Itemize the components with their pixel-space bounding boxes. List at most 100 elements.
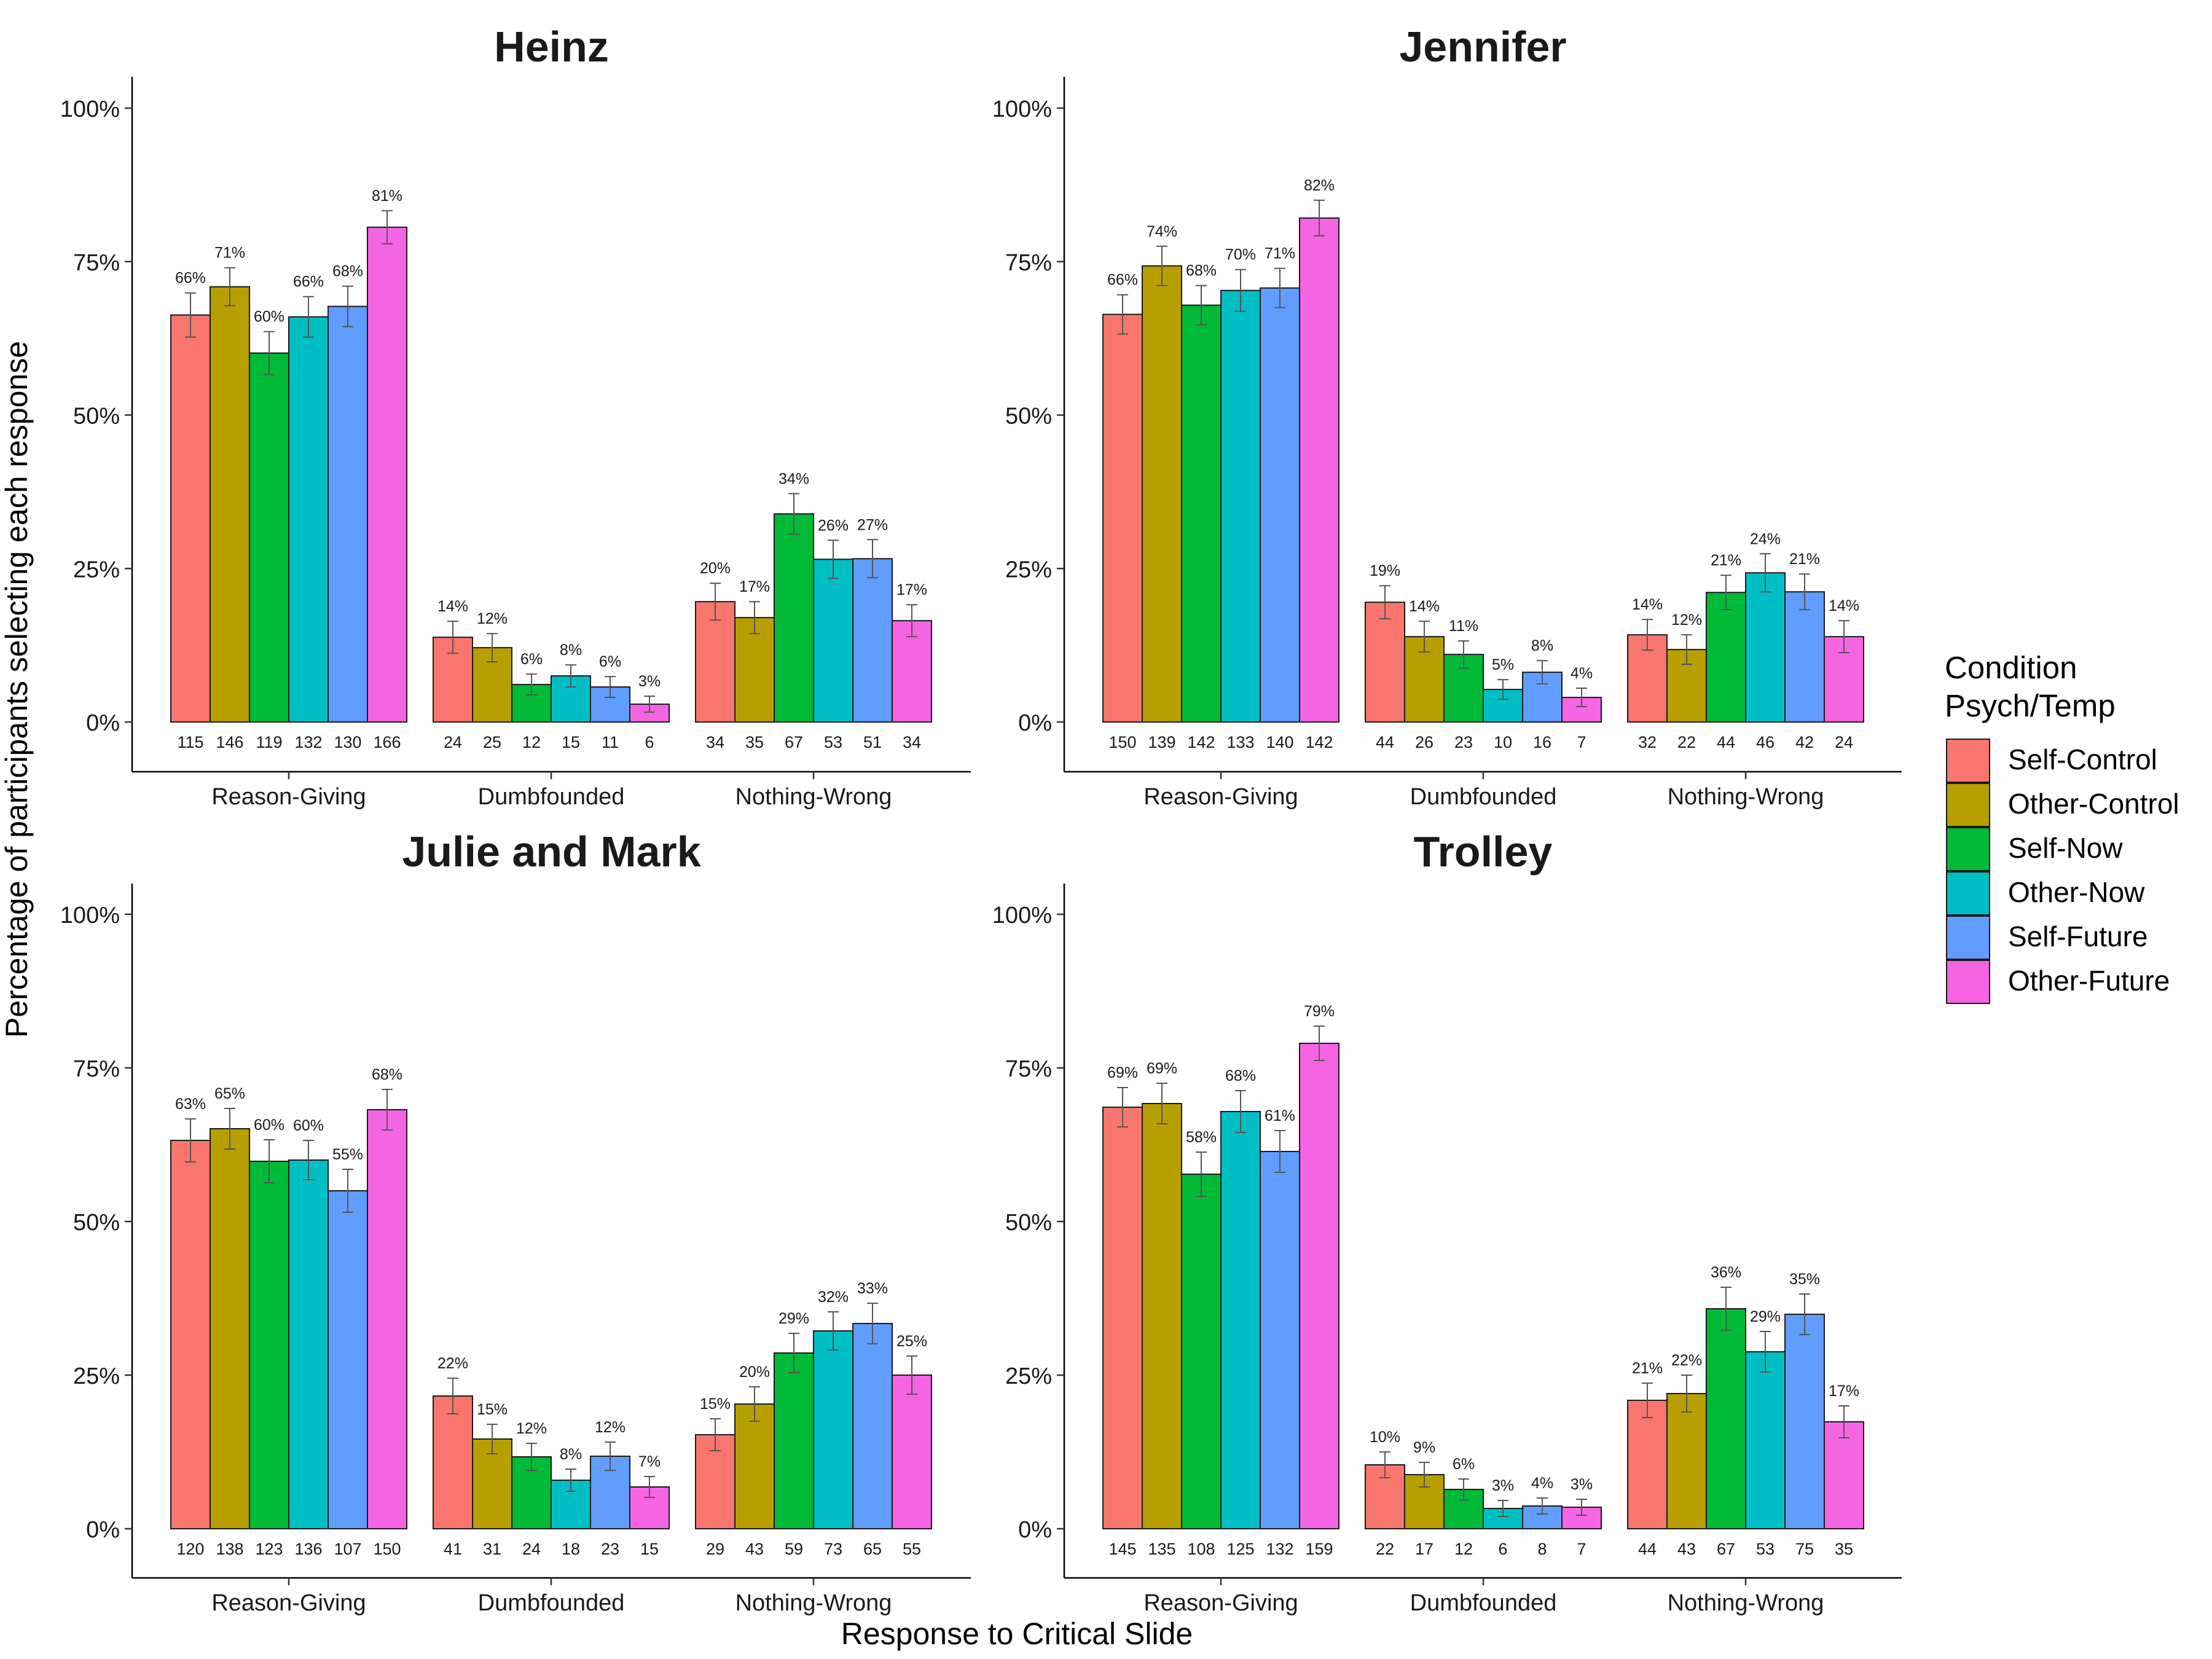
- data-label: 34%: [779, 470, 809, 487]
- y-tick-label: 50%: [73, 1210, 120, 1236]
- bar: [774, 1352, 814, 1529]
- count-label: 22: [1376, 1540, 1394, 1558]
- data-label: 36%: [1711, 1264, 1741, 1281]
- data-label: 71%: [1265, 245, 1295, 262]
- data-label: 11%: [1449, 618, 1478, 635]
- count-label: 132: [1266, 1540, 1293, 1558]
- bar: [1627, 1400, 1668, 1529]
- count-label: 145: [1108, 1540, 1136, 1558]
- y-tick-label: 100%: [60, 903, 120, 928]
- count-label: 107: [334, 1540, 361, 1558]
- y-tick-label: 25%: [1005, 1363, 1052, 1389]
- data-label: 66%: [1107, 272, 1138, 289]
- count-label: 24: [1835, 733, 1853, 751]
- data-label: 61%: [1265, 1107, 1295, 1124]
- legend-label: Self-Future: [2008, 920, 2148, 952]
- y-tick-label: 75%: [1005, 250, 1052, 276]
- count-label: 12: [522, 733, 541, 751]
- count-label: 43: [745, 1540, 764, 1558]
- legend-title-line1: Condition: [1945, 650, 2077, 685]
- count-label: 73: [824, 1540, 842, 1558]
- count-label: 23: [1454, 733, 1473, 751]
- bar: [367, 226, 407, 723]
- x-tick-label: Nothing-Wrong: [735, 1590, 892, 1616]
- count-label: 15: [562, 733, 580, 751]
- count-label: 140: [1266, 733, 1293, 751]
- bar: [249, 352, 289, 723]
- bar: [734, 617, 775, 723]
- count-label: 150: [1108, 733, 1136, 751]
- legend-items: Self-Control Other-Control Self-Now Other-N…: [1946, 739, 2179, 1004]
- count-label: 6: [1498, 1540, 1507, 1558]
- legend-swatch: [1946, 916, 1990, 960]
- y-tick-label: 0%: [86, 710, 120, 736]
- count-label: 166: [373, 733, 401, 751]
- count-label: 53: [824, 733, 842, 751]
- count-label: 138: [216, 1540, 243, 1558]
- bar: [813, 559, 853, 723]
- count-label: 51: [863, 733, 882, 751]
- y-tick-label: 75%: [73, 250, 120, 276]
- bar: [210, 286, 250, 723]
- x-tick-label: Reason-Giving: [211, 784, 366, 810]
- count-label: 35: [1835, 1540, 1853, 1558]
- count-label: 22: [1677, 733, 1696, 751]
- bar: [1181, 304, 1222, 723]
- data-label: 10%: [1370, 1429, 1400, 1446]
- count-label: 15: [640, 1540, 659, 1558]
- legend-swatch: [1946, 739, 1990, 783]
- data-label: 4%: [1571, 665, 1593, 682]
- data-label: 3%: [1571, 1476, 1593, 1493]
- bar: [1365, 602, 1405, 723]
- count-label: 25: [483, 733, 501, 751]
- x-tick-label: Dumbfounded: [478, 1590, 625, 1616]
- bar: [774, 513, 814, 723]
- y-tick-label: 50%: [1005, 1210, 1052, 1236]
- data-label: 15%: [477, 1401, 508, 1418]
- data-label: 19%: [1370, 562, 1400, 579]
- y-tick-label: 25%: [1005, 557, 1052, 582]
- legend-label: Self-Control: [2008, 743, 2157, 775]
- bar: [852, 1323, 893, 1529]
- bar: [1745, 572, 1786, 723]
- bar: [249, 1161, 289, 1529]
- count-label: 150: [373, 1540, 401, 1558]
- panels: Heinz0%25%50%75%100%66%11571%14660%11966…: [60, 23, 1902, 1616]
- count-label: 44: [1717, 733, 1735, 751]
- count-label: 32: [1638, 733, 1657, 751]
- count-label: 59: [785, 1540, 803, 1558]
- count-label: 7: [1577, 733, 1586, 751]
- bar: [695, 601, 735, 723]
- bar: [170, 1140, 211, 1529]
- count-label: 65: [863, 1540, 882, 1558]
- data-label: 68%: [1225, 1067, 1256, 1084]
- count-label: 146: [216, 733, 243, 751]
- count-label: 44: [1638, 1540, 1657, 1558]
- count-label: 6: [645, 733, 654, 751]
- count-label: 8: [1537, 1540, 1547, 1558]
- x-tick-label: Reason-Giving: [1143, 1590, 1298, 1616]
- data-label: 81%: [372, 187, 402, 205]
- data-label: 29%: [1750, 1308, 1781, 1325]
- chart-panel: Trolley0%25%50%75%100%69%14569%13558%108…: [992, 828, 1902, 1616]
- data-label: 8%: [1531, 637, 1553, 654]
- legend-title-line2: Psych/Temp: [1945, 688, 2116, 723]
- data-label: 60%: [254, 1116, 284, 1134]
- legend: Condition Psych/Temp Self-Control Other-C…: [1945, 650, 2179, 1004]
- data-label: 65%: [214, 1085, 245, 1102]
- data-label: 55%: [332, 1146, 363, 1163]
- count-label: 115: [177, 733, 203, 751]
- bar: [813, 1330, 853, 1529]
- count-label: 53: [1756, 1540, 1775, 1558]
- bar: [1299, 217, 1339, 723]
- bar: [1260, 1151, 1300, 1529]
- data-label: 4%: [1531, 1475, 1553, 1492]
- data-label: 8%: [560, 1446, 582, 1463]
- count-label: 34: [706, 733, 724, 751]
- x-tick-label: Dumbfounded: [1410, 1590, 1557, 1616]
- data-label: 27%: [857, 516, 888, 533]
- count-label: 133: [1226, 733, 1254, 751]
- chart-panel: Julie and Mark 0% 25% 50% 75% 100% 63% 120 65% 13…: [60, 828, 971, 1616]
- count-label: 108: [1187, 1540, 1215, 1558]
- data-label: 21%: [1632, 1360, 1663, 1377]
